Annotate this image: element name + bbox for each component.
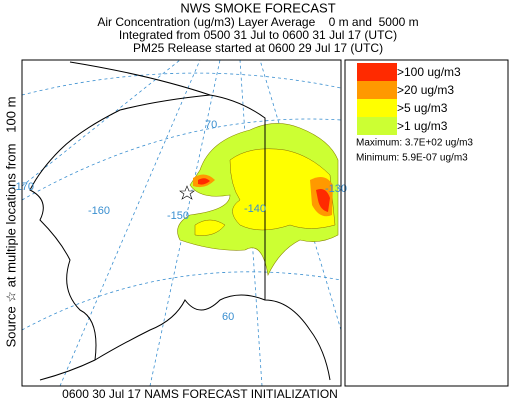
legend-label: >5 ug/m3 <box>397 101 448 115</box>
smoke-area <box>316 189 330 212</box>
longitude-label: -140 <box>244 203 266 215</box>
footer: 0600 30 Jul 17 NAMS FORECAST INITIALIZAT… <box>62 387 338 401</box>
coastline <box>29 61 331 381</box>
parallel <box>22 271 341 331</box>
legend-swatch <box>357 81 397 99</box>
smoke-area <box>194 219 226 236</box>
legend-label: >100 ug/m3 <box>397 65 461 79</box>
legend-frame <box>344 59 509 387</box>
side-label: Source ☆ at multiple locations from 100 … <box>3 97 18 348</box>
legend-label: >1 ug/m3 <box>397 119 448 133</box>
meridian <box>22 60 181 187</box>
parallel <box>22 72 341 96</box>
longitude-label: -160 <box>88 205 110 217</box>
latitude-label: 60 <box>222 311 234 323</box>
minimum: Minimum: 5.9E-07 ug/m3 <box>356 153 468 164</box>
title: NWS SMOKE FORECAST <box>180 0 335 15</box>
longitude-label: -130 <box>325 183 347 195</box>
map-frame <box>21 59 342 387</box>
longitude-label: -170 <box>12 181 34 193</box>
meridian <box>59 60 201 386</box>
subtitle: Integrated from 0500 31 Jul to 0600 31 J… <box>119 28 397 42</box>
subtitle: Air Concentration (ug/m3) Layer Average … <box>97 15 418 29</box>
smoke-area <box>198 178 210 185</box>
maximum: Maximum: 3.7E+02 ug/m3 <box>356 138 473 149</box>
latitude-label: 70 <box>205 119 217 131</box>
legend: Maximum: 3.7E+02 ug/m3 Minimum: 5.9E-07 … <box>344 59 509 387</box>
map: -170 -160 -150 -140 -130 70 60 <box>12 59 347 387</box>
legend-swatch <box>357 117 397 135</box>
longitude-label: -150 <box>167 210 189 222</box>
legend-swatch <box>357 99 397 117</box>
subtitle: PM25 Release started at 0600 29 Jul 17 (… <box>133 41 383 55</box>
legend-label: >20 ug/m3 <box>397 83 454 97</box>
meridian <box>149 60 221 386</box>
smoke-area <box>229 148 336 231</box>
legend-swatch <box>357 63 397 81</box>
source-marker <box>179 185 195 200</box>
